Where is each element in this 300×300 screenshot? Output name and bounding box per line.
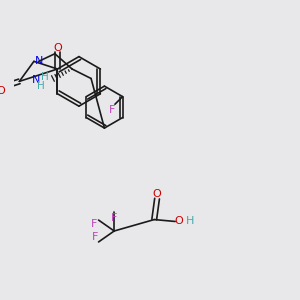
Text: F: F [92, 232, 98, 242]
Text: O: O [53, 43, 62, 53]
Text: N: N [32, 75, 40, 85]
Text: H: H [186, 215, 195, 226]
Text: O: O [175, 217, 183, 226]
Text: O: O [0, 86, 5, 97]
Text: O: O [153, 189, 161, 199]
Text: F: F [91, 219, 97, 229]
Text: F: F [111, 213, 117, 223]
Text: H: H [37, 81, 44, 91]
Text: N: N [34, 56, 43, 66]
Text: F: F [109, 105, 115, 115]
Text: H: H [41, 72, 49, 82]
